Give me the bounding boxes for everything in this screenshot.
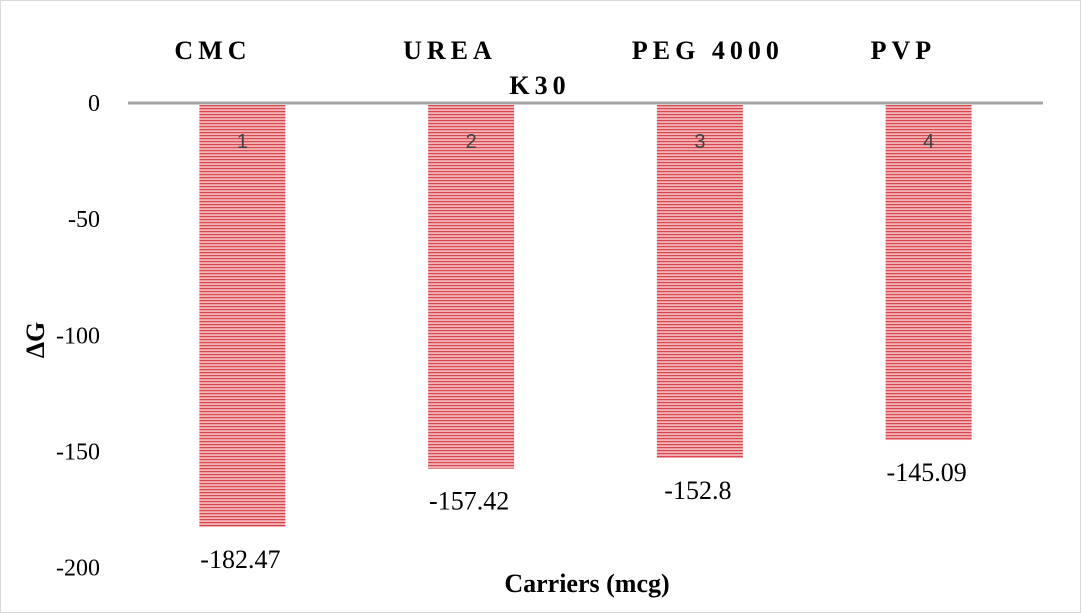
y-tick-label: -50 <box>68 207 100 233</box>
y-axis-tick-labels: 0 -50 -100 -150 -200 <box>56 91 100 582</box>
category-label: PVP <box>871 36 937 65</box>
y-tick-label: -150 <box>56 439 100 465</box>
category-label-continuation: K30 <box>509 71 570 100</box>
category-label: PEG 4000 <box>632 36 784 65</box>
bar-series: 1 2 3 4 <box>199 105 972 527</box>
bar <box>656 105 743 458</box>
y-tick-label: -100 <box>56 323 100 349</box>
category-label: UREA <box>403 36 497 65</box>
bar <box>885 105 972 441</box>
category-label: CMC <box>174 36 251 65</box>
bar-index-label: 2 <box>466 131 477 153</box>
data-label: -152.8 <box>664 476 731 505</box>
bar <box>428 105 515 469</box>
y-axis-title: ΔG <box>21 322 50 359</box>
data-labels: -182.47 -157.42 -152.8 -145.09 <box>200 458 966 574</box>
category-labels: CMC UREA PEG 4000 PVP K30 <box>174 36 937 100</box>
data-label: -157.42 <box>429 487 509 516</box>
bar-index-label: 4 <box>923 131 934 153</box>
data-label: -145.09 <box>887 458 967 487</box>
bar-index-label: 3 <box>694 131 705 153</box>
bar-index-label: 1 <box>237 131 248 153</box>
data-label: -182.47 <box>200 545 280 574</box>
bar <box>199 105 286 527</box>
y-tick-label: 0 <box>88 91 100 117</box>
x-axis-title: Carriers (mcg) <box>504 569 669 598</box>
y-tick-label: -200 <box>56 556 100 582</box>
